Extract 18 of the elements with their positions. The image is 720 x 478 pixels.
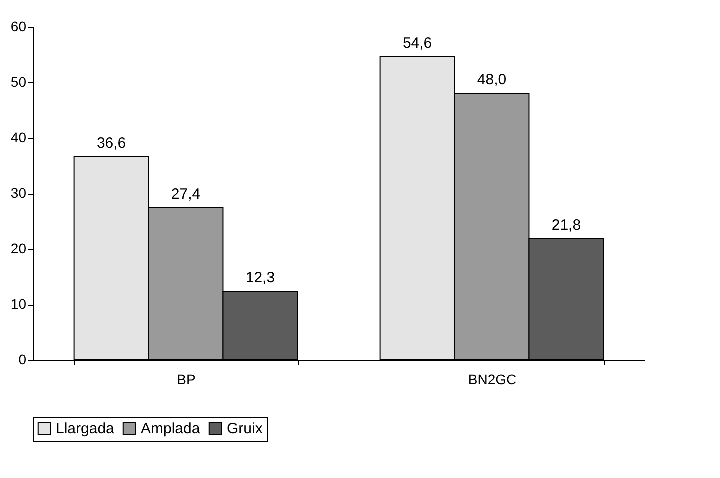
legend-label: Gruix <box>227 420 264 438</box>
data-label: 21,8 <box>552 217 582 234</box>
legend-label: Amplada <box>141 420 201 438</box>
data-label: 48,0 <box>477 72 507 89</box>
legend-label: Llargada <box>56 420 116 438</box>
data-label: 54,6 <box>402 34 432 52</box>
x-tick-label: BP <box>177 372 196 388</box>
y-tick-label: 30 <box>10 185 27 201</box>
y-tick-label: 10 <box>10 296 27 312</box>
y-tick-label: 40 <box>10 130 27 146</box>
data-label: 36,6 <box>96 134 126 152</box>
y-tick-label: 20 <box>10 240 27 256</box>
y-tick-label: 0 <box>18 352 27 368</box>
y-tick-label: 60 <box>10 18 27 34</box>
data-label: 27,4 <box>171 186 201 203</box>
data-label: 12,3 <box>246 270 276 287</box>
y-tick-label: 50 <box>10 74 27 90</box>
x-tick-label: BN2GC <box>468 372 517 388</box>
